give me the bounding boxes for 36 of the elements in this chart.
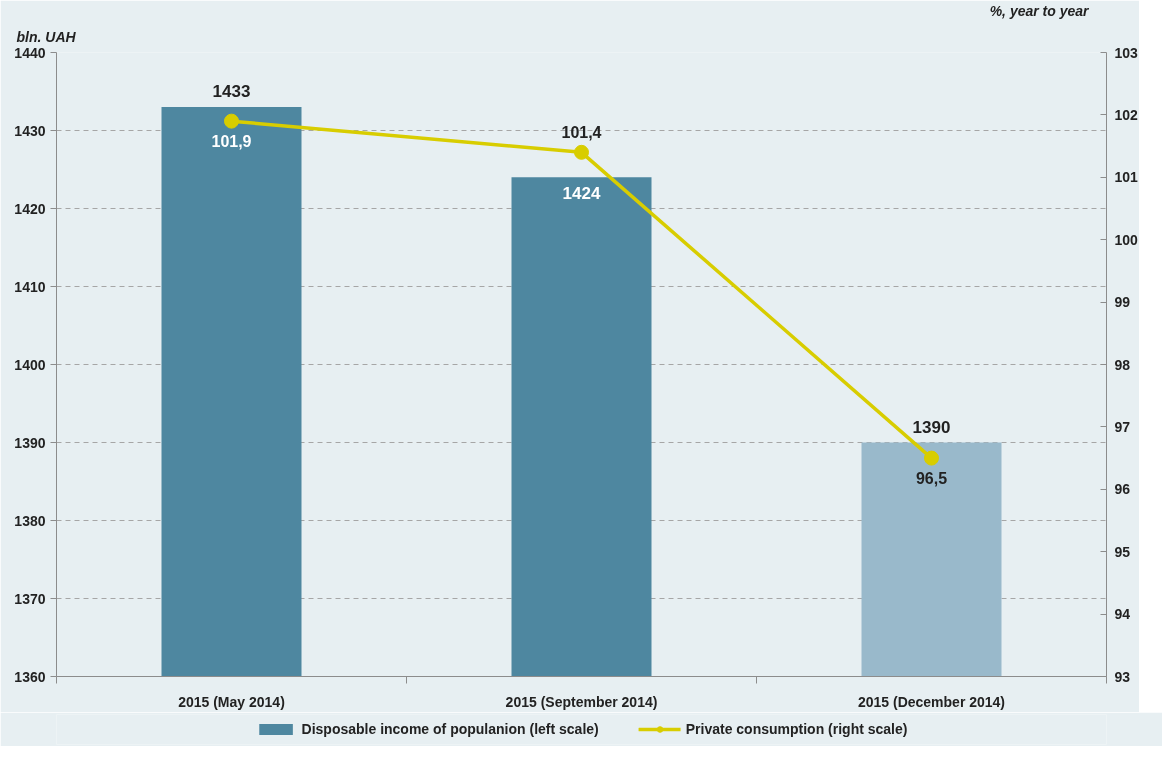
data-label: 1433 xyxy=(212,82,251,102)
y-tick-label: 1420 xyxy=(14,200,46,217)
y2-tick-label: 96 xyxy=(1114,481,1131,498)
legend-label: Disposable income of populanion (left scale) xyxy=(301,721,599,737)
point xyxy=(224,113,239,129)
data-label: 96,5 xyxy=(915,470,948,488)
y2-tick-label: 95 xyxy=(1114,543,1131,560)
x-tick-label: 2015 (September 2014) xyxy=(505,693,658,710)
data-label: 1424 xyxy=(562,184,601,204)
y-tick-label: 1400 xyxy=(14,356,46,373)
y-tick-label: 1430 xyxy=(14,122,46,139)
data-label: 1390 xyxy=(912,417,951,437)
data-label: 101,9 xyxy=(211,133,252,151)
y2-tick-label: 102 xyxy=(1114,106,1139,123)
y2-tick-label: 93 xyxy=(1114,668,1131,685)
x-tick-label: 2015 (December 2014) xyxy=(857,693,1006,710)
y2-tick-label: 99 xyxy=(1114,294,1131,311)
legend-label: Private consumption (right scale) xyxy=(685,721,908,737)
y-tick-label: 1410 xyxy=(14,278,46,295)
y-axis-title: bln. UAH xyxy=(16,28,77,45)
y2-tick-label: 94 xyxy=(1114,606,1131,623)
y-tick-label: 1380 xyxy=(14,512,46,529)
y-tick-label: 1440 xyxy=(14,44,46,61)
point xyxy=(574,144,589,160)
y-tick-label: 1370 xyxy=(14,590,46,607)
data-label: 101,4 xyxy=(561,124,602,142)
y2-tick-label: 101 xyxy=(1114,169,1139,186)
y2-tick-label: 98 xyxy=(1114,356,1131,373)
y2-tick-label: 103 xyxy=(1114,44,1139,61)
y-tick-label: 1390 xyxy=(14,434,46,451)
y2-tick-label: 100 xyxy=(1114,231,1139,248)
y2-axis-title: %, year to year xyxy=(989,2,1091,19)
point xyxy=(924,450,939,466)
y-tick-label: 1360 xyxy=(14,668,46,685)
x-tick-label: 2015 (May 2014) xyxy=(178,693,285,710)
y2-tick-label: 97 xyxy=(1114,418,1131,435)
